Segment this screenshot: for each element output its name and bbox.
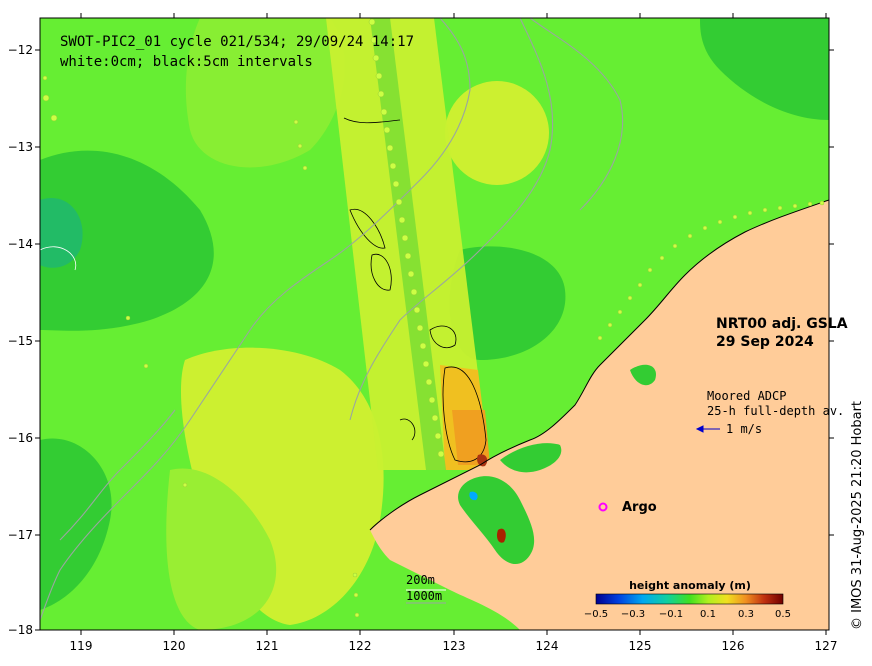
y-tick-label: −14 (8, 237, 33, 251)
x-tick-label: 119 (70, 639, 93, 653)
colorbar-tick-labels: −0.5 −0.3 −0.1 0.1 0.3 0.5 (584, 609, 791, 620)
adcp-scale-label: 1 m/s (726, 422, 762, 436)
colorbar-tick-label: −0.1 (659, 609, 683, 620)
low-anomaly-region-southwest (40, 438, 112, 610)
x-tick-labels: 119 120 121 122 123 124 125 126 127 (70, 639, 838, 653)
low-anomaly-eddy-east (449, 246, 566, 360)
x-tick-label: 126 (722, 639, 745, 653)
product-label-line1: NRT00 adj. GSLA (716, 316, 848, 332)
isobath-lines (40, 18, 624, 621)
map-title-line1: SWOT-PIC2_01 cycle 021/534; 29/09/24 14:… (60, 34, 414, 50)
y-tick-marks (35, 49, 834, 631)
isobath-legend-1000m: 1000m (406, 589, 442, 603)
low-anomaly-region-west (40, 150, 214, 331)
northern-bays (500, 443, 562, 473)
y-tick-labels: −12 −13 −14 −15 −16 −17 −18 (8, 43, 33, 637)
map-plot-area (40, 18, 829, 630)
y-tick-label: −12 (8, 43, 33, 57)
colorbar (595, 593, 784, 605)
map-title-line2: white:0cm; black:5cm intervals (60, 54, 313, 70)
x-tick-label: 127 (815, 639, 838, 653)
x-tick-label: 122 (349, 639, 372, 653)
plot-frame (39, 17, 830, 631)
low-anomaly-patch-sound (469, 491, 478, 501)
colorbar-tick-label: 0.1 (700, 609, 716, 620)
high-anomaly-northeast (445, 81, 549, 185)
light-anomaly-north (185, 18, 345, 168)
colorbar-tick-label: 0.5 (775, 609, 791, 620)
satellite-track-dots (42, 18, 825, 618)
y-tick-label: −17 (8, 528, 33, 542)
y-tick-label: −15 (8, 334, 33, 348)
colorbar-tick-label: −0.5 (584, 609, 608, 620)
adcp-scale-arrow (695, 425, 720, 433)
y-tick-label: −13 (8, 140, 33, 154)
argo-legend-label: Argo (622, 500, 657, 515)
colorbar-tick-label: 0.3 (738, 609, 754, 620)
isobath-legend-200m: 200m (406, 573, 435, 587)
adcp-legend-line2: 25-h full-depth av. (707, 404, 844, 418)
x-tick-label: 125 (629, 639, 652, 653)
low-anomaly-region-northeast (700, 18, 829, 120)
argo-marker (598, 502, 608, 512)
credit-label: © IMOS 31-Aug-2025 21:20 Hobart (850, 401, 865, 630)
adcp-legend-line1: Moored ADCP (707, 389, 786, 403)
extreme-anomaly-patch-2 (477, 454, 488, 467)
colorbar-tick-label: −0.3 (621, 609, 645, 620)
x-tick-label: 123 (443, 639, 466, 653)
y-tick-label: −18 (8, 623, 33, 637)
ssh-contours (343, 117, 487, 463)
colorbar-title: height anomaly (m) (629, 579, 751, 592)
mid-anomaly-south (166, 468, 277, 630)
coastal-waters-ne (630, 364, 656, 386)
swot-swath-peak-anomaly (452, 410, 490, 465)
x-tick-label: 120 (163, 639, 186, 653)
zero-contours (40, 246, 77, 271)
x-tick-label: 121 (256, 639, 279, 653)
x-tick-label: 124 (536, 639, 559, 653)
x-tick-marks (80, 13, 827, 635)
coastline (369, 199, 829, 531)
extreme-anomaly-patch-1 (496, 528, 506, 543)
product-label-line2: 29 Sep 2024 (716, 334, 814, 350)
low-anomaly-core-west (40, 198, 83, 268)
y-tick-label: −16 (8, 431, 33, 445)
